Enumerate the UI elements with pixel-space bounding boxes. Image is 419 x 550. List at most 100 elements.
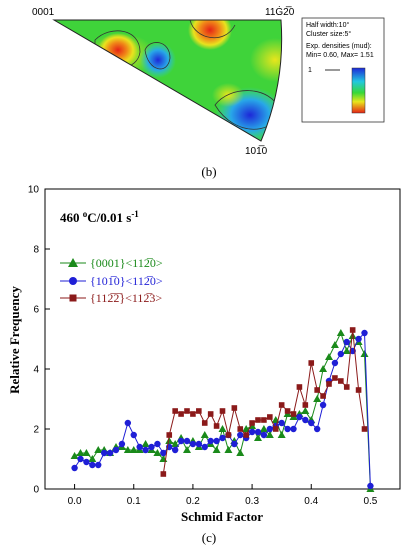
data-point-square <box>231 405 238 411</box>
x-tick-label: 0.0 <box>68 496 82 507</box>
data-point-square <box>201 420 208 426</box>
data-point-circle <box>112 446 120 454</box>
data-point-circle <box>308 419 315 427</box>
data-point-circle <box>154 440 161 448</box>
data-point-circle <box>278 419 285 427</box>
data-point-square <box>326 381 332 387</box>
data-point-triangle <box>70 452 79 459</box>
data-point-circle <box>106 449 114 457</box>
y-tick-label: 6 <box>33 305 39 316</box>
y-axis-ticks: 0 2 4 6 8 10 <box>28 185 50 496</box>
data-point-square <box>267 414 273 420</box>
data-point-square <box>243 432 249 438</box>
data-point-circle <box>290 425 297 433</box>
data-point-square <box>166 432 173 438</box>
pole-figure-legend: Half width:10° Cluster size:5° Exp. dens… <box>301 17 385 123</box>
data-point-triangle <box>153 449 162 456</box>
data-point-circle <box>201 443 208 451</box>
data-point-circle <box>361 329 368 337</box>
data-point-circle <box>355 335 362 343</box>
pole-figure-outline <box>52 19 283 142</box>
y-tick-label: 2 <box>33 425 39 436</box>
data-point-circle <box>130 431 137 439</box>
caption-c: (c) <box>202 530 216 545</box>
data-point-square <box>255 417 261 423</box>
data-point-square <box>320 393 326 399</box>
series-pyramidal <box>160 327 368 477</box>
data-point-circle <box>331 359 339 367</box>
pole-legend-line-1: Half width:10° <box>306 21 349 29</box>
data-point-triangle <box>330 341 339 348</box>
data-point-circle <box>183 437 191 445</box>
legend-circle-marker <box>69 277 77 285</box>
pole-corner-11-20: 11Ġ2̅0 <box>265 5 295 18</box>
data-point-circle <box>136 443 143 451</box>
data-point-square <box>190 411 196 417</box>
data-point-circle <box>177 437 185 445</box>
data-point-circle <box>343 338 350 346</box>
pole-legend-line-3: Exp. densities (mud): <box>306 43 372 50</box>
data-point-triangle <box>123 446 132 453</box>
data-point-triangle <box>94 446 103 453</box>
x-tick-label: 0.4 <box>304 496 318 507</box>
x-tick-label: 0.1 <box>127 496 141 507</box>
data-point-circle <box>160 449 167 457</box>
data-point-square <box>349 327 356 333</box>
data-point-square <box>302 402 309 408</box>
caption-b: (b) <box>201 164 216 179</box>
data-point-square <box>290 411 297 417</box>
chart-condition-annotation: 460 oC/0.01 s-1 <box>60 209 139 225</box>
data-point-circle <box>189 440 197 448</box>
pole-figure: 0001 11Ġ2̅0 101̅0 Half width:10° Cluster… <box>32 5 385 179</box>
data-point-circle <box>231 440 238 448</box>
data-point-circle <box>213 437 220 445</box>
schmid-chart: 0 2 4 6 8 10 0.0 0.1 0.2 0.3 0.4 0.5 460 oC/0.01 s… <box>7 185 401 545</box>
data-point-square <box>172 408 178 414</box>
data-point-triangle <box>325 353 333 360</box>
x-axis-ticks: 0.0 0.1 0.2 0.3 0.4 0.5 <box>68 484 378 507</box>
y-tick-label: 8 <box>33 245 39 256</box>
legend-square-marker <box>69 294 77 302</box>
data-point-triangle <box>141 440 150 447</box>
data-point-triangle <box>212 446 221 453</box>
x-tick-label: 0.3 <box>245 496 259 507</box>
data-point-square <box>213 423 220 429</box>
y-tick-label: 0 <box>33 485 39 496</box>
data-point-circle <box>71 464 78 472</box>
data-point-triangle <box>319 365 328 372</box>
data-point-circle <box>207 437 214 445</box>
data-point-square <box>332 375 338 381</box>
chart-series-layer <box>70 327 375 492</box>
data-point-circle <box>83 458 90 466</box>
data-point-circle <box>100 449 108 457</box>
pole-legend-line-2: Cluster size:5° <box>306 30 351 38</box>
x-axis-label: Schmid Factor <box>181 509 263 524</box>
data-point-square <box>160 471 167 477</box>
data-point-triangle <box>76 449 85 456</box>
data-point-triangle <box>259 425 268 432</box>
data-point-circle <box>367 482 374 490</box>
data-point-triangle <box>301 407 310 414</box>
data-point-circle <box>313 425 321 433</box>
data-point-circle <box>219 434 226 442</box>
data-point-triangle <box>88 455 97 462</box>
data-point-triangle <box>254 434 262 441</box>
data-point-square <box>249 420 255 426</box>
pole-corner-10-10: 101̅0 <box>245 145 268 157</box>
series-basal <box>70 329 375 492</box>
data-point-triangle <box>224 446 233 453</box>
series-line-pyramidal <box>162 329 365 475</box>
data-point-circle <box>124 419 132 427</box>
data-point-circle <box>148 443 155 451</box>
data-point-triangle <box>183 446 191 453</box>
data-point-square <box>361 426 368 432</box>
data-point-square <box>284 408 291 414</box>
data-point-triangle <box>218 425 227 432</box>
data-point-triangle <box>165 437 174 444</box>
legend-label-pyramidal: {112̅2̅}<112̅3> <box>90 291 162 305</box>
data-point-circle <box>237 431 244 439</box>
data-point-circle <box>95 461 102 469</box>
chart-legend: {0001}<112̅0> {101̅0}<112̅0> {112̅2̅}<11… <box>60 256 163 305</box>
data-point-square <box>343 384 350 390</box>
